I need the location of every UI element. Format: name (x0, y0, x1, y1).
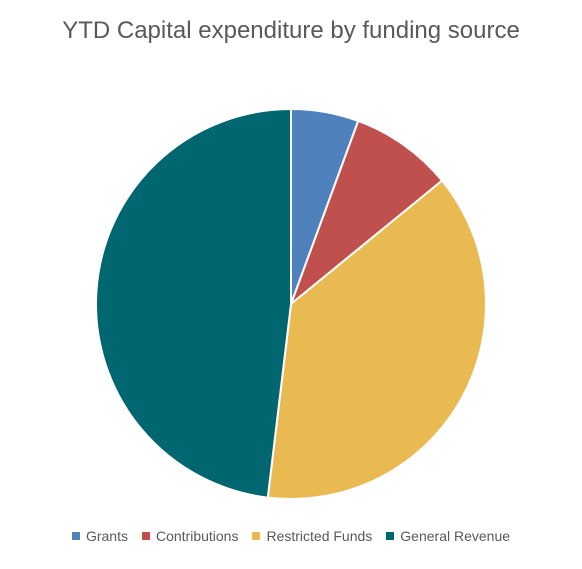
pie-slice (266, 179, 487, 500)
pie-slice (95, 107, 292, 499)
legend-label: Grants (85, 528, 128, 544)
legend-label: Contributions (155, 528, 239, 544)
legend-swatch (252, 532, 261, 540)
legend-item: Contributions (141, 528, 239, 544)
legend-label: Restricted Funds (266, 528, 373, 544)
legend-swatch (71, 532, 80, 540)
legend-item: Restricted Funds (252, 528, 372, 544)
legend-label: General Revenue (400, 528, 511, 544)
legend-item: General Revenue (386, 528, 510, 544)
chart (95, 107, 487, 500)
chart-title: YTD Capital expenditure by funding sourc… (62, 17, 520, 44)
legend-item: Grants (71, 528, 128, 544)
pie-slice (288, 119, 444, 308)
legend-swatch (141, 532, 150, 540)
legend-swatch (386, 532, 395, 540)
legend: Grants Contributions Restricted Funds Gener… (0, 528, 582, 544)
